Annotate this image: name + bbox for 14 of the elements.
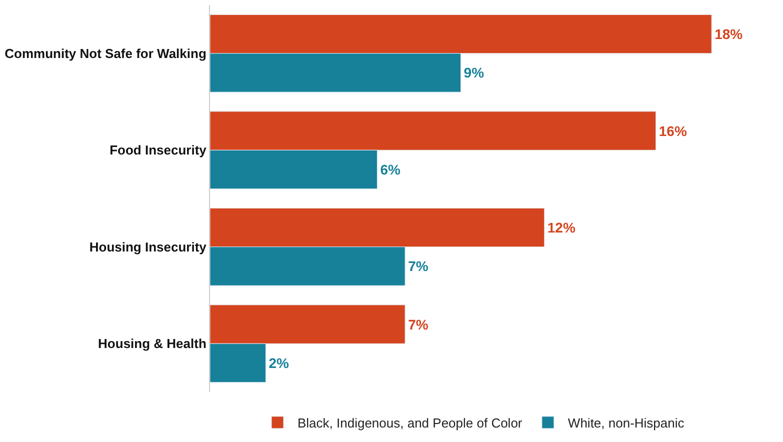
data-label: 12% xyxy=(547,220,576,236)
data-label: 7% xyxy=(408,258,429,274)
data-label: 6% xyxy=(380,161,401,178)
y-tick-label: Housing & Health xyxy=(98,336,206,352)
data-label: 9% xyxy=(464,64,485,81)
data-label: 7% xyxy=(408,316,429,332)
data-label: 16% xyxy=(658,122,688,139)
data-label: 2% xyxy=(268,354,290,371)
y-tick-label: Community Not Safe for Walking xyxy=(4,46,206,61)
legend-label: Black, Indigenous, and People of Color xyxy=(298,416,523,430)
data-label: 18% xyxy=(714,26,744,42)
y-tick-label: Housing Insecurity xyxy=(89,239,208,254)
y-tick-label: Food Insecurity xyxy=(110,142,208,158)
legend-label: White, non-Hispanic xyxy=(568,416,685,430)
